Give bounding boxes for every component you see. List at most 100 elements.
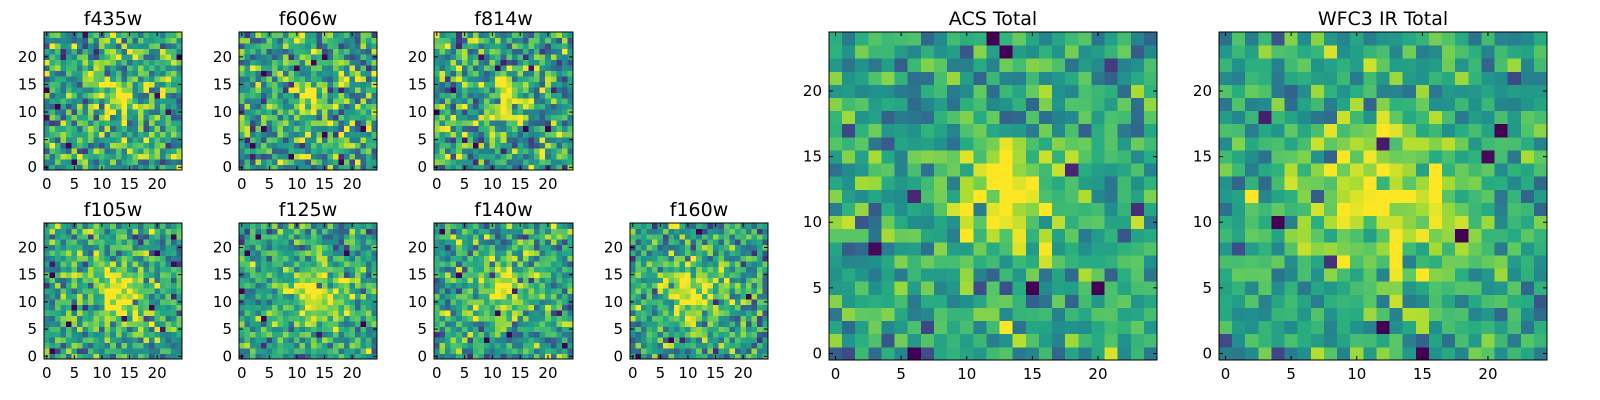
heatmap-cell (445, 103, 452, 110)
heatmap-cell (657, 337, 664, 344)
heatmap-cell (567, 48, 574, 55)
heatmap-cell (143, 277, 150, 284)
heatmap-cell (467, 70, 474, 77)
heatmap-cell (973, 228, 987, 243)
heatmap-cell (294, 142, 301, 149)
heatmap-cell (154, 125, 161, 132)
heatmap-cell (1038, 294, 1053, 308)
heatmap-cell (718, 326, 725, 333)
heatmap-cell (868, 202, 882, 217)
heatmap-cell (456, 164, 463, 171)
heatmap-cell (132, 70, 139, 77)
heatmap-cell (1104, 215, 1119, 230)
heatmap-cell (321, 261, 328, 267)
heatmap-cell (522, 65, 529, 72)
heatmap-cell (467, 331, 474, 338)
heatmap-cell (261, 87, 267, 94)
heatmap-cell (283, 136, 290, 143)
heatmap-cell (472, 255, 479, 262)
heatmap-cell (960, 333, 974, 348)
heatmap-cell (561, 153, 568, 160)
heatmap-cell (434, 315, 440, 322)
heatmap-cell (349, 65, 356, 72)
heatmap-cell (349, 239, 356, 246)
heatmap-cell (305, 342, 312, 349)
heatmap-cell (745, 255, 752, 262)
heatmap-cell (561, 147, 568, 154)
heatmap-cell (332, 250, 339, 257)
heatmap-cell (484, 32, 490, 38)
heatmap-cell (517, 142, 524, 149)
heatmap-cell (472, 125, 479, 132)
heatmap-cell (729, 304, 736, 311)
heatmap-cell (528, 353, 535, 360)
heatmap-cell (907, 189, 922, 203)
heatmap-cell (277, 261, 284, 267)
heatmap-cell (439, 54, 446, 60)
heatmap-cell (461, 331, 468, 338)
heatmap-cell (439, 131, 446, 138)
heatmap-cell (1012, 241, 1027, 256)
heatmap-cell (484, 299, 490, 305)
heatmap-cell (657, 266, 664, 273)
heatmap-cell (550, 353, 557, 360)
heatmap-cell (657, 304, 664, 311)
heatmap-cell (299, 131, 306, 138)
heatmap-cell (266, 261, 273, 267)
heatmap-cell (445, 271, 452, 278)
heatmap-cell (159, 304, 166, 311)
heatmap-cell (630, 342, 636, 349)
heatmap-cell (343, 288, 350, 295)
heatmap-cell (294, 342, 301, 349)
heatmap-cell (66, 342, 72, 349)
heatmap-cell (635, 304, 642, 311)
heatmap-cell (690, 239, 697, 246)
heatmap-cell (349, 70, 356, 77)
heatmap-cell (439, 244, 446, 251)
heatmap-cell (71, 277, 78, 284)
heatmap-cell (176, 261, 183, 267)
heatmap-cell (77, 142, 84, 149)
heatmap-cell (506, 277, 513, 284)
heatmap-cell (561, 353, 568, 360)
heatmap-cell (484, 114, 490, 121)
heatmap-cell (132, 266, 139, 273)
heatmap-cell (1091, 320, 1105, 335)
heatmap-cell (148, 277, 155, 284)
heatmap-cell (986, 294, 1000, 308)
heatmap-cell (545, 288, 552, 295)
heatmap-cell (126, 326, 133, 333)
heatmap-cell (360, 109, 367, 116)
heatmap-cell (371, 310, 378, 316)
heatmap-cell (707, 326, 714, 333)
heatmap-cell (663, 239, 670, 246)
heatmap-cell (165, 310, 172, 316)
heatmap-cell (489, 261, 496, 267)
heatmap-cell (472, 114, 479, 121)
heatmap-cell (165, 48, 172, 55)
heatmap-cell (467, 239, 474, 246)
heatmap-cell (93, 164, 100, 171)
heatmap-cell (159, 348, 166, 354)
heatmap-cell (121, 326, 128, 333)
heatmap-cell (646, 320, 653, 327)
heatmap-cell (461, 228, 468, 235)
heatmap-cell (143, 233, 150, 240)
heatmap-cell (445, 250, 452, 257)
heatmap-cell (316, 288, 323, 295)
heatmap-cell (467, 261, 474, 267)
heatmap-cell (511, 164, 518, 171)
heatmap-cell (110, 244, 117, 251)
heatmap-cell (461, 158, 468, 165)
heatmap-cell (696, 337, 703, 344)
heatmap-cell (272, 125, 279, 132)
heatmap-cell (467, 228, 474, 235)
heatmap-cell (500, 37, 507, 44)
heatmap-cell (646, 353, 653, 360)
heatmap-cell (110, 304, 117, 311)
heatmap-cell (729, 299, 736, 305)
heatmap-cell (104, 114, 111, 121)
heatmap-cell (360, 87, 367, 94)
heatmap-cell (115, 233, 122, 240)
heatmap-cell (305, 233, 312, 240)
